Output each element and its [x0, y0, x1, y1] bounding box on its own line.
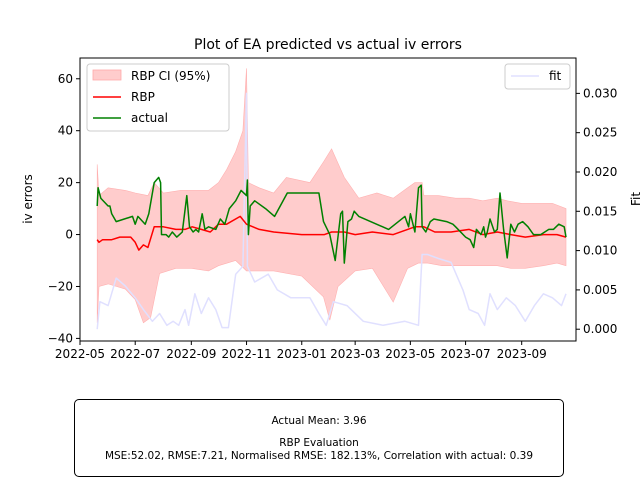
y-axis-label: iv errors — [21, 174, 35, 224]
x-tick-label: 2023-03 — [330, 347, 380, 361]
chart-title: Plot of EA predicted vs actual iv errors — [194, 37, 462, 53]
y-tick-label: −40 — [48, 331, 73, 345]
y2-tick-label: 0.000 — [583, 322, 617, 336]
y-tick-label: 40 — [58, 124, 73, 138]
y2-axis-label: Fit — [629, 192, 640, 206]
legend-fit: fit — [504, 63, 571, 90]
x-tick-label: 2022-09 — [166, 347, 216, 361]
series-line-actual — [96, 176, 567, 264]
x-axis: 2022-05 2022-07 2022-09 2022-11 2023-01 2023-… — [55, 341, 547, 361]
evaluation-metrics: MSE:52.02, RMSE:7.21, Normalised RMSE: 1… — [104, 450, 534, 462]
x-tick-label: 2023-09 — [497, 347, 547, 361]
plot-area — [96, 68, 567, 330]
evaluation-info-box: Actual Mean: 3.96 RBP Evaluation MSE:52.… — [74, 399, 564, 477]
evaluation-title: RBP Evaluation — [279, 437, 359, 449]
x-tick-label: 2023-01 — [277, 347, 327, 361]
legend-ci-swatch — [92, 69, 122, 81]
x-tick-label: 2022-07 — [110, 347, 160, 361]
y2-tick-label: 0.030 — [583, 86, 617, 100]
legend-actual-label: actual — [131, 111, 168, 125]
y-tick-label: 60 — [58, 72, 73, 86]
y-tick-label: 20 — [58, 176, 73, 190]
y-tick-label: 0 — [65, 228, 73, 242]
x-tick-label: 2023-05 — [385, 347, 435, 361]
legend-main-frame — [86, 63, 230, 132]
y2-tick-label: 0.010 — [583, 244, 617, 258]
y2-tick-label: 0.005 — [583, 283, 617, 297]
series-line-rbp — [96, 215, 567, 251]
axes-frame — [79, 57, 577, 342]
x-tick-label: 2023-07 — [441, 347, 491, 361]
ci-band — [96, 68, 567, 324]
y-tick-label: −20 — [48, 279, 73, 293]
x-tick-label: 2022-11 — [221, 347, 271, 361]
series-line-fit — [96, 92, 567, 330]
y-axis-left: −40 −20 0 20 40 60 — [48, 72, 80, 345]
y2-tick-label: 0.025 — [583, 126, 617, 140]
y2-tick-label: 0.015 — [583, 204, 617, 218]
actual-mean-text: Actual Mean: 3.96 — [271, 415, 367, 427]
legend-fit-label: fit — [549, 69, 562, 83]
x-tick-label: 2022-05 — [55, 347, 105, 361]
y-axis-right: 0.000 0.005 0.010 0.015 0.020 0.025 0.030 — [576, 86, 617, 336]
legend-ci-label: RBP CI (95%) — [131, 69, 210, 83]
y2-tick-label: 0.020 — [583, 165, 617, 179]
legend-main: RBP CI (95%) RBP actual — [86, 63, 230, 132]
legend-rbp-label: RBP — [131, 90, 155, 104]
